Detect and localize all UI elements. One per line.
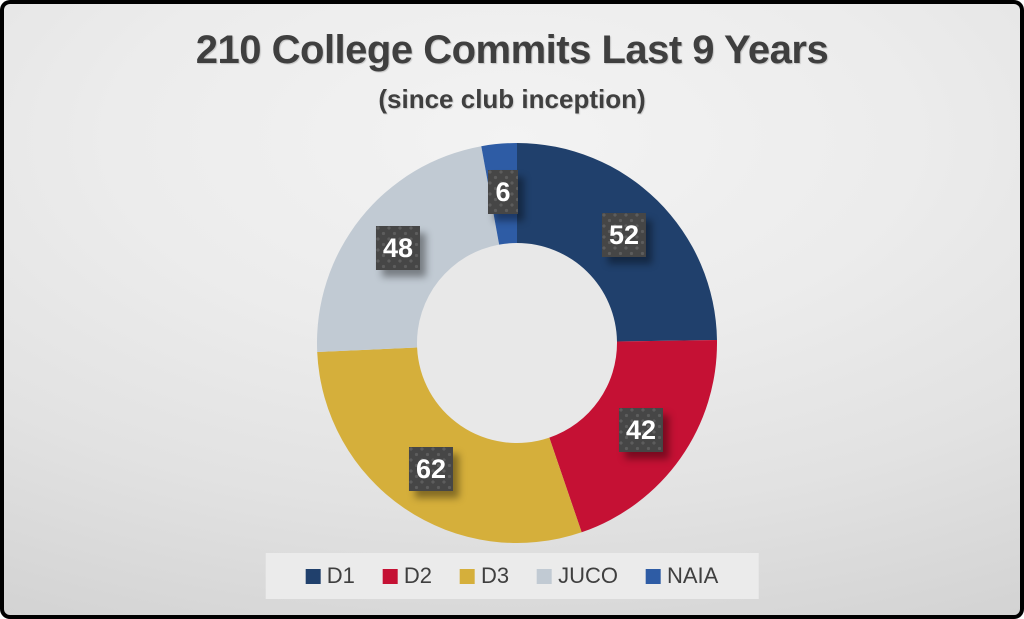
legend-item-d2: D2 (382, 563, 432, 589)
legend-swatch-d2 (382, 568, 398, 584)
legend-label-juco: JUCO (558, 563, 618, 588)
legend-label-d2: D2 (403, 563, 432, 588)
donut-chart (316, 143, 718, 544)
legend-swatch-d3 (459, 568, 475, 584)
chart-title: 210 College Commits Last 9 Years (195, 28, 829, 72)
chart-subtitle: (since club inception) (378, 84, 646, 114)
legend-label-naia: NAIA (666, 563, 719, 588)
legend-label-d3: D3 (480, 563, 510, 588)
legend-item-juco: JUCO (537, 563, 618, 589)
donut-hole (417, 243, 617, 443)
legend-swatch-naia (645, 568, 661, 584)
chart-legend: D1 D2 D3 JUCO NAIA (265, 553, 759, 599)
legend-item-d3: D3 (459, 563, 510, 589)
legend-label-d1: D1 (326, 563, 355, 588)
legend-item-d1: D1 (305, 563, 355, 589)
slide: 210 College Commits Last 9 Years (since … (4, 4, 1020, 615)
legend-swatch-d1 (305, 568, 321, 584)
legend-item-naia: NAIA (645, 563, 719, 589)
legend-swatch-juco (537, 568, 553, 584)
pie-slice-d3 (317, 347, 582, 544)
